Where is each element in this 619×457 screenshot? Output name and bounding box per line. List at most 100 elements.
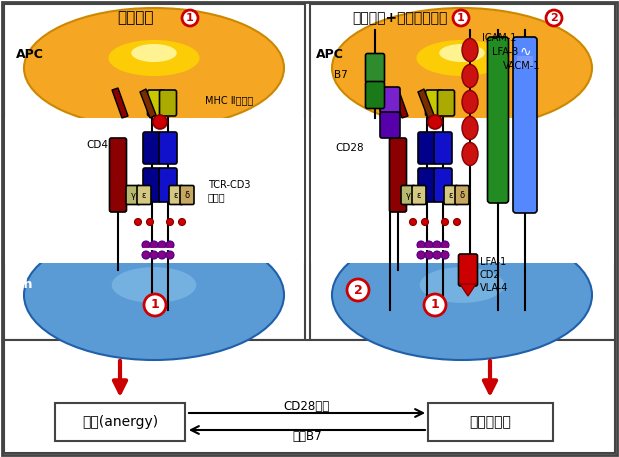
Ellipse shape [108, 40, 199, 76]
Circle shape [150, 251, 158, 259]
FancyBboxPatch shape [180, 186, 194, 204]
Ellipse shape [332, 8, 592, 128]
Circle shape [153, 115, 167, 129]
Text: TCR-CD3: TCR-CD3 [208, 180, 251, 190]
Ellipse shape [420, 267, 504, 303]
FancyBboxPatch shape [365, 53, 384, 83]
FancyBboxPatch shape [147, 90, 165, 116]
FancyBboxPatch shape [169, 186, 183, 204]
FancyBboxPatch shape [425, 90, 443, 116]
Text: δ: δ [184, 191, 189, 200]
FancyBboxPatch shape [455, 186, 469, 204]
Polygon shape [418, 89, 434, 118]
Bar [4, 4, 305, 340]
Text: LFA-3: LFA-3 [492, 47, 518, 57]
Bar [4, 340, 615, 453]
FancyBboxPatch shape [434, 168, 452, 202]
FancyBboxPatch shape [517, 56, 533, 68]
Text: 1: 1 [431, 298, 439, 312]
Circle shape [433, 241, 441, 249]
Text: CD28: CD28 [335, 143, 364, 153]
Ellipse shape [439, 44, 485, 62]
Text: 特异信号: 特异信号 [117, 11, 154, 26]
Text: 阻断B7: 阻断B7 [292, 430, 322, 443]
Text: ε: ε [449, 191, 453, 200]
Text: APC: APC [16, 48, 44, 62]
Text: ε: ε [417, 191, 422, 200]
Polygon shape [140, 89, 156, 118]
Ellipse shape [462, 117, 478, 139]
Circle shape [147, 218, 154, 225]
Circle shape [441, 241, 449, 249]
Bar [55, 403, 185, 441]
FancyBboxPatch shape [159, 132, 177, 164]
Circle shape [150, 241, 158, 249]
Circle shape [166, 241, 174, 249]
Bar [311, 118, 614, 263]
Circle shape [134, 218, 142, 225]
Text: 1: 1 [457, 13, 465, 23]
FancyBboxPatch shape [143, 168, 161, 202]
Circle shape [167, 218, 173, 225]
Circle shape [182, 10, 198, 26]
FancyBboxPatch shape [434, 132, 452, 164]
FancyBboxPatch shape [513, 37, 537, 213]
Ellipse shape [332, 230, 592, 360]
FancyBboxPatch shape [401, 186, 415, 204]
Circle shape [422, 218, 428, 225]
Circle shape [158, 251, 166, 259]
Ellipse shape [462, 64, 478, 87]
FancyBboxPatch shape [110, 138, 126, 212]
Circle shape [425, 251, 433, 259]
Text: VLA-4: VLA-4 [480, 283, 508, 293]
Ellipse shape [417, 40, 508, 76]
Ellipse shape [112, 267, 196, 303]
FancyBboxPatch shape [459, 254, 477, 286]
FancyBboxPatch shape [365, 81, 384, 108]
Circle shape [417, 251, 425, 259]
Text: VACM-1: VACM-1 [503, 61, 540, 71]
FancyBboxPatch shape [418, 168, 436, 202]
Circle shape [166, 251, 174, 259]
Text: 复合体: 复合体 [208, 192, 225, 202]
FancyBboxPatch shape [488, 37, 508, 203]
FancyBboxPatch shape [159, 168, 177, 202]
Text: 1: 1 [150, 298, 159, 312]
Circle shape [142, 251, 150, 259]
Text: 无能(anergy): 无能(anergy) [82, 415, 158, 429]
Text: γ: γ [131, 191, 136, 200]
Text: 特异信号+协同刺激信号: 特异信号+协同刺激信号 [352, 11, 448, 25]
Text: APC: APC [316, 48, 344, 62]
Polygon shape [460, 284, 476, 296]
Text: CD28刺激: CD28刺激 [284, 399, 330, 413]
Circle shape [546, 10, 562, 26]
Polygon shape [392, 88, 408, 118]
Text: 2: 2 [353, 283, 362, 297]
Text: 活化并增殖: 活化并增殖 [469, 415, 511, 429]
FancyBboxPatch shape [380, 87, 400, 113]
Circle shape [441, 218, 449, 225]
FancyBboxPatch shape [126, 186, 140, 204]
Polygon shape [112, 88, 128, 118]
Circle shape [425, 241, 433, 249]
FancyBboxPatch shape [137, 186, 151, 204]
Text: γ: γ [405, 191, 410, 200]
Circle shape [142, 241, 150, 249]
Text: Th: Th [16, 278, 33, 292]
Ellipse shape [24, 230, 284, 360]
Circle shape [453, 10, 469, 26]
Circle shape [433, 251, 441, 259]
Text: ε: ε [174, 191, 178, 200]
Text: ICAM-1: ICAM-1 [482, 33, 516, 43]
Circle shape [424, 294, 446, 316]
Text: B7: B7 [334, 70, 348, 80]
Text: MHC Ⅱ类分子: MHC Ⅱ类分子 [205, 95, 253, 105]
Bar [310, 4, 615, 340]
FancyBboxPatch shape [418, 132, 436, 164]
Ellipse shape [462, 90, 478, 113]
Circle shape [410, 218, 417, 225]
Text: CD4: CD4 [86, 140, 108, 150]
Circle shape [428, 115, 442, 129]
Ellipse shape [462, 143, 478, 165]
FancyBboxPatch shape [389, 138, 407, 212]
